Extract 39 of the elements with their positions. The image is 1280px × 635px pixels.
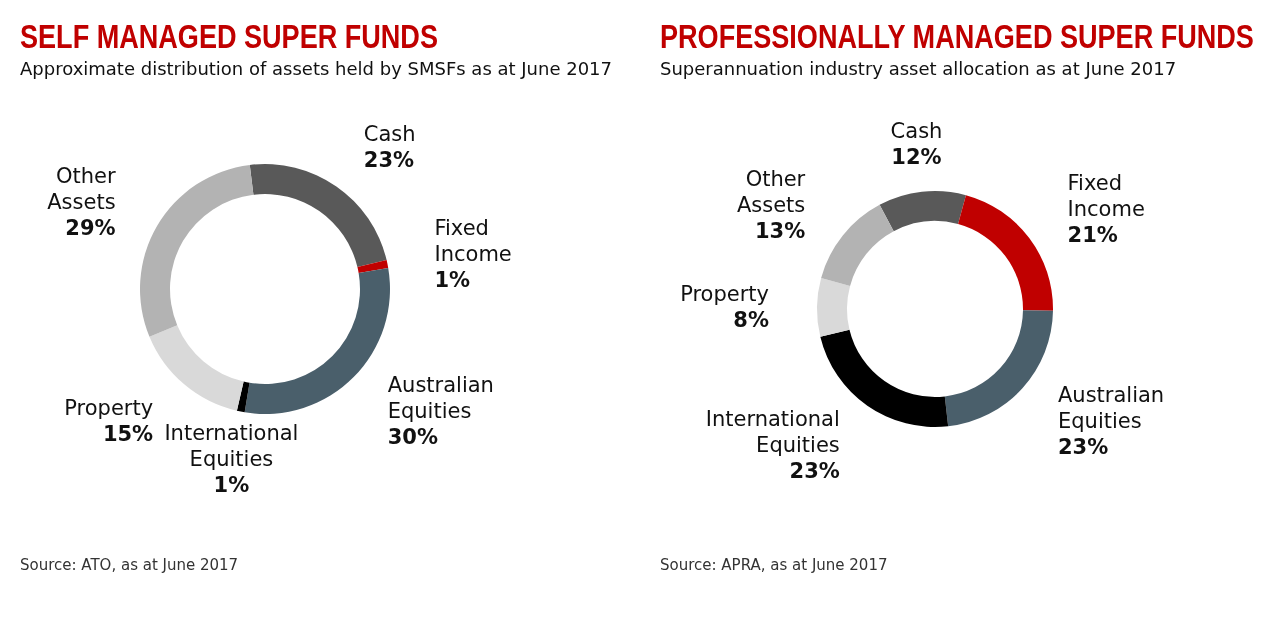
slice-label: Other Assets xyxy=(47,163,116,214)
slice-label: Property xyxy=(680,281,770,306)
slice-label: Australian Equities xyxy=(387,372,494,423)
chart-subtitle: Superannuation industry asset allocation as at June 2017 xyxy=(660,58,1178,79)
slice-label: Property xyxy=(64,395,154,420)
data-label: 29% xyxy=(65,215,116,240)
data-label: 23% xyxy=(789,458,840,483)
donut-slice xyxy=(140,164,254,337)
donut-slice xyxy=(958,195,1053,311)
data-label: 8% xyxy=(733,307,770,332)
data-label: 23% xyxy=(363,147,415,172)
donut-slice xyxy=(817,278,851,337)
data-label: 12% xyxy=(891,145,942,170)
slice-label: Cash xyxy=(890,119,943,144)
slice-label: Other Assets xyxy=(736,167,806,218)
donut-slice xyxy=(879,191,966,232)
slice-label: Australian Equities xyxy=(1057,382,1165,433)
chart-subtitle: Approximate distribution of assets held by SMSFs as at June 2017 xyxy=(20,58,614,79)
slice-label: International Equities xyxy=(705,406,840,457)
data-label: 13% xyxy=(755,219,806,244)
source-note: Source: ATO, as at June 2017 xyxy=(20,556,240,574)
data-label: 21% xyxy=(1067,223,1118,248)
chart-title: PROFESSIONALLY MANAGED SUPER FUNDS xyxy=(660,18,1254,56)
data-label: 23% xyxy=(1057,434,1109,459)
data-label: 1% xyxy=(434,268,471,293)
data-label: 1% xyxy=(213,472,250,497)
donut-slice xyxy=(357,260,389,273)
chart-title: SELF MANAGED SUPER FUNDS xyxy=(20,18,439,56)
donut-slice xyxy=(944,310,1053,427)
slice-label: Cash xyxy=(363,121,416,146)
data-label: 30% xyxy=(387,424,438,449)
data-label: 15% xyxy=(102,421,154,446)
donut-slice xyxy=(821,204,894,286)
source-note: Source: APRA, as at June 2017 xyxy=(660,556,889,574)
slice-label: Fixed Income xyxy=(1067,171,1145,222)
slice-label: International Equities xyxy=(164,420,299,471)
slice-label: Fixed Income xyxy=(434,216,512,267)
donut-slice xyxy=(236,381,250,413)
donut-slice xyxy=(244,267,390,414)
